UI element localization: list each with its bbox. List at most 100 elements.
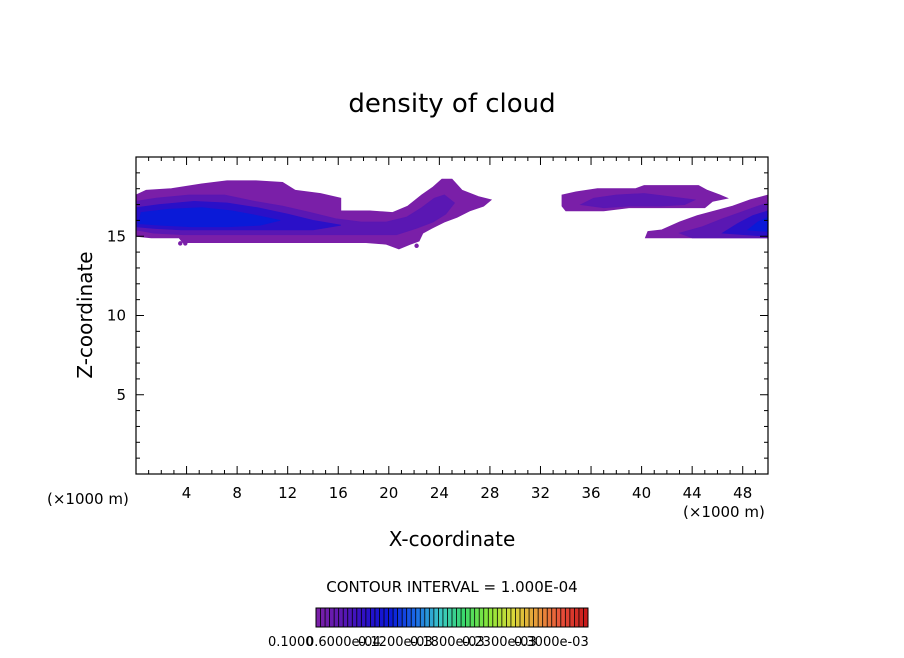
colorbar-swatch (415, 608, 421, 627)
colorbar-swatch (365, 608, 371, 627)
colorbar-swatch (325, 608, 330, 627)
cloud-fragment-1 (183, 241, 188, 246)
colorbar-swatch (483, 608, 489, 627)
colorbar-label: 0.6000e-04 (306, 635, 381, 650)
colorbar-label: 0.1000 (268, 635, 314, 650)
colorbar-swatch (388, 608, 394, 627)
colorbar-swatch (447, 608, 452, 627)
cloud-fragment-0 (178, 241, 183, 246)
colorbar-swatch (316, 608, 321, 627)
colorbar-swatch (347, 608, 353, 627)
x-tick-label: 36 (581, 484, 600, 502)
colorbar-swatch (569, 608, 575, 627)
colorbar-swatch (370, 608, 375, 627)
colorbar-swatch (461, 608, 466, 627)
plot-ticks (136, 157, 768, 474)
colorbar-frame (315, 607, 589, 628)
colorbar-swatch (429, 608, 434, 627)
colorbar-swatch (551, 608, 557, 627)
x-unit-label-left: (×1000 m) (47, 490, 129, 508)
colorbar-swatch (343, 608, 348, 627)
plot-regions (135, 178, 769, 250)
colorbar-swatch (497, 608, 502, 627)
x-tick-label: 40 (632, 484, 651, 502)
colorbar-swatch (402, 608, 407, 627)
x-tick-label: 44 (683, 484, 702, 502)
colorbar-swatch (529, 608, 534, 627)
y-tick-label: 5 (116, 386, 126, 404)
colorbar-swatch (547, 608, 552, 627)
colorbar-swatch (411, 608, 416, 627)
colorbar-swatch (356, 608, 362, 627)
x-tick-label: 28 (480, 484, 499, 502)
colorbar-swatch (433, 608, 439, 627)
colorbar-swatch (510, 608, 516, 627)
colorbar-swatch (397, 608, 403, 627)
x-tick-label: 24 (430, 484, 449, 502)
colorbar-swatch (506, 608, 511, 627)
x-tick-label: 4 (182, 484, 192, 502)
colorbar-swatch (374, 608, 380, 627)
x-axis-title: X-coordinate (389, 527, 516, 551)
colorbar-swatch (565, 608, 570, 627)
cloud-middle-right-level-1 (579, 193, 697, 209)
colorbar-labels: 0.10000.6000e-040.1200e-030.1800e-030.23… (268, 635, 589, 650)
colorbar-swatch (420, 608, 425, 627)
colorbar-swatch (442, 608, 448, 627)
contour-interval-label: CONTOUR INTERVAL = 1.000E-04 (326, 578, 577, 596)
x-tick-label: 16 (329, 484, 348, 502)
chart-title: density of cloud (348, 89, 555, 119)
colorbar-swatch (574, 608, 579, 627)
colorbar-swatch (515, 608, 520, 627)
cloud-far-right (644, 194, 769, 239)
colorbar-swatch (384, 608, 389, 627)
colorbar-swatch (361, 608, 366, 627)
colorbar-swatch (542, 608, 548, 627)
colorbar-swatch (560, 608, 566, 627)
colorbar-swatch (352, 608, 357, 627)
x-tick-label: 48 (733, 484, 752, 502)
cloud-left-level-3 (138, 207, 281, 228)
y-tick-label: 10 (107, 307, 126, 325)
colorbar-swatch (488, 608, 493, 627)
colorbar-swatch (533, 608, 539, 627)
colorbar-swatch (470, 608, 475, 627)
colorbar-swatch (474, 608, 480, 627)
colorbar-swatch (492, 608, 498, 627)
colorbar-swatch (393, 608, 398, 627)
colorbar-swatch (578, 608, 584, 627)
colorbar-label: 0.1800e-03 (410, 635, 485, 650)
colorbar-swatch (501, 608, 507, 627)
colorbar-swatch (452, 608, 457, 627)
colorbar-swatch (583, 608, 588, 627)
x-tick-label: 32 (531, 484, 550, 502)
colorbar-swatch (520, 608, 525, 627)
colorbar-swatch (338, 608, 344, 627)
x-tick-label: 8 (232, 484, 242, 502)
colorbar-swatch (320, 608, 326, 627)
colorbar-label: 0.1200e-03 (358, 635, 433, 650)
colorbar-swatch (379, 608, 384, 627)
colorbar-swatch (556, 608, 561, 627)
y-axis-title: Z-coordinate (73, 251, 97, 378)
cloud-fragment-2 (414, 243, 419, 248)
colorbar-swatch (479, 608, 484, 627)
colorbar-swatch (406, 608, 412, 627)
x-tick-label: 12 (278, 484, 297, 502)
colorbar (315, 607, 589, 628)
colorbar-swatch (424, 608, 430, 627)
colorbar-swatch (334, 608, 339, 627)
cloud-middle-right (561, 185, 729, 212)
colorbar-swatch (538, 608, 543, 627)
colorbar-swatch (524, 608, 530, 627)
colorbar-swatch (438, 608, 443, 627)
x-unit-label-right: (×1000 m) (683, 503, 765, 521)
colorbar-label: 0.2300e-03 (462, 635, 537, 650)
colorbar-swatch (329, 608, 335, 627)
colorbar-swatch (456, 608, 462, 627)
cloud-left (135, 178, 493, 250)
colorbar-swatch (465, 608, 471, 627)
y-tick-label: 15 (107, 227, 126, 245)
